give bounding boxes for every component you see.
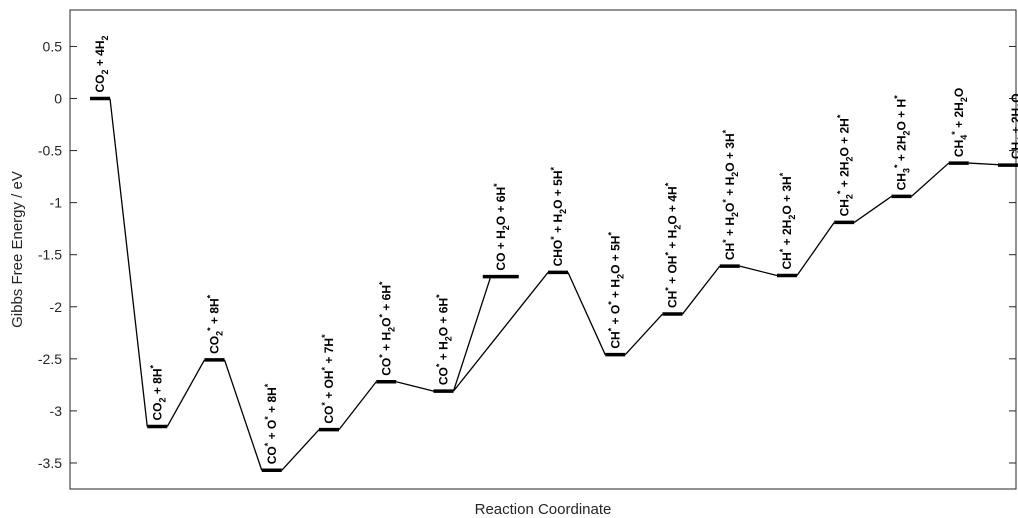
- connector-s6-s8: [452, 272, 549, 392]
- state-label-s7: CO + H2​O + 6H*​: [492, 183, 511, 271]
- state-label-s10: CH*​ + OH*​ + H2​O + 4H*​: [664, 182, 683, 308]
- state-label-s9: CH*​ + O*​ + H2​O + 5H*​: [606, 232, 625, 349]
- connector-s12-s13: [796, 222, 835, 276]
- state-label-s12: CH*​ + 2H2​O + 3H*​: [778, 172, 797, 269]
- y-tick-label: -1.5: [38, 247, 62, 263]
- connector-lines: [109, 98, 1007, 471]
- y-tick-label: -3.5: [38, 455, 62, 471]
- x-axis-label: Reaction Coordinate: [475, 501, 612, 518]
- connector-s1-s2: [166, 359, 206, 427]
- state-label-s15: CH4​*​ + 2H2​O: [950, 88, 969, 157]
- connector-s9-s10: [624, 313, 663, 356]
- y-tick-label: -0.5: [38, 143, 62, 159]
- state-label-s1: CO2​ + 8H*​: [148, 364, 167, 420]
- state-label-s3: CO*​ + O*​ + 8H*​: [263, 383, 279, 464]
- y-tick-label: -3: [50, 403, 63, 419]
- state-label-s13: CH2​*​ + 2H2​O + 2H*​: [835, 114, 854, 216]
- y-tick-label: -2: [50, 299, 63, 315]
- state-label-s5: CO*​ + H2​O*​ + 6H*​: [377, 281, 396, 376]
- connector-s11-s12: [739, 265, 778, 277]
- state-label-s16: CH4​ + 2H2​O: [1009, 93, 1018, 159]
- connector-s13-s14: [853, 195, 892, 223]
- y-tick-label: 0.5: [43, 38, 63, 54]
- state-label-s0: CO2​ + 4H2​: [93, 35, 110, 92]
- state-label-s6: CO*​ + H2​O + 6H*​: [435, 294, 454, 385]
- state-label-s8: CHO*​ + H2​O + 5H*​: [549, 167, 568, 267]
- connector-s4-s5: [338, 381, 377, 431]
- state-labels: CO2​ + 4H2​ CO2​ + 8H*​ CO2​*​ + 8H*​ CO*​ …: [93, 35, 1018, 464]
- connector-s6-s7: [452, 276, 492, 392]
- y-tick-label: 0: [54, 91, 62, 107]
- state-label-s11: CH*​ + H2​O*​ + H2​O + 3H*​: [721, 129, 740, 260]
- connector-s2-s3: [223, 359, 263, 471]
- connector-s10-s11: [681, 265, 721, 315]
- y-axis-label: Gibbs Free Energy / eV: [9, 171, 26, 328]
- energy-levels: [90, 96, 1018, 473]
- state-label-s14: CH3​*​ + 2H2​O + H*​: [893, 95, 912, 191]
- connector-s8-s9: [567, 272, 606, 355]
- state-label-s2: CO2​*​ + 8H*​: [206, 294, 225, 354]
- connector-s0-s1: [109, 98, 148, 427]
- connector-s3-s4: [281, 429, 320, 471]
- plot-frame: [69, 9, 1017, 490]
- connector-s14-s15: [911, 162, 950, 197]
- y-tick-label: -1: [50, 195, 63, 211]
- axes: 0.5 0 -0.5 -1 -1.5 -2 -2.5 -3 -3.5: [38, 9, 1017, 490]
- state-label-s4: CO*​ + OH*​ + 7H*​: [320, 334, 336, 424]
- y-tick-label: -2.5: [38, 351, 62, 367]
- connector-s5-s6: [396, 381, 434, 392]
